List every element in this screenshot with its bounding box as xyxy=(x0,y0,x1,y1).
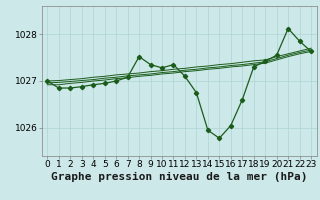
X-axis label: Graphe pression niveau de la mer (hPa): Graphe pression niveau de la mer (hPa) xyxy=(51,172,308,182)
